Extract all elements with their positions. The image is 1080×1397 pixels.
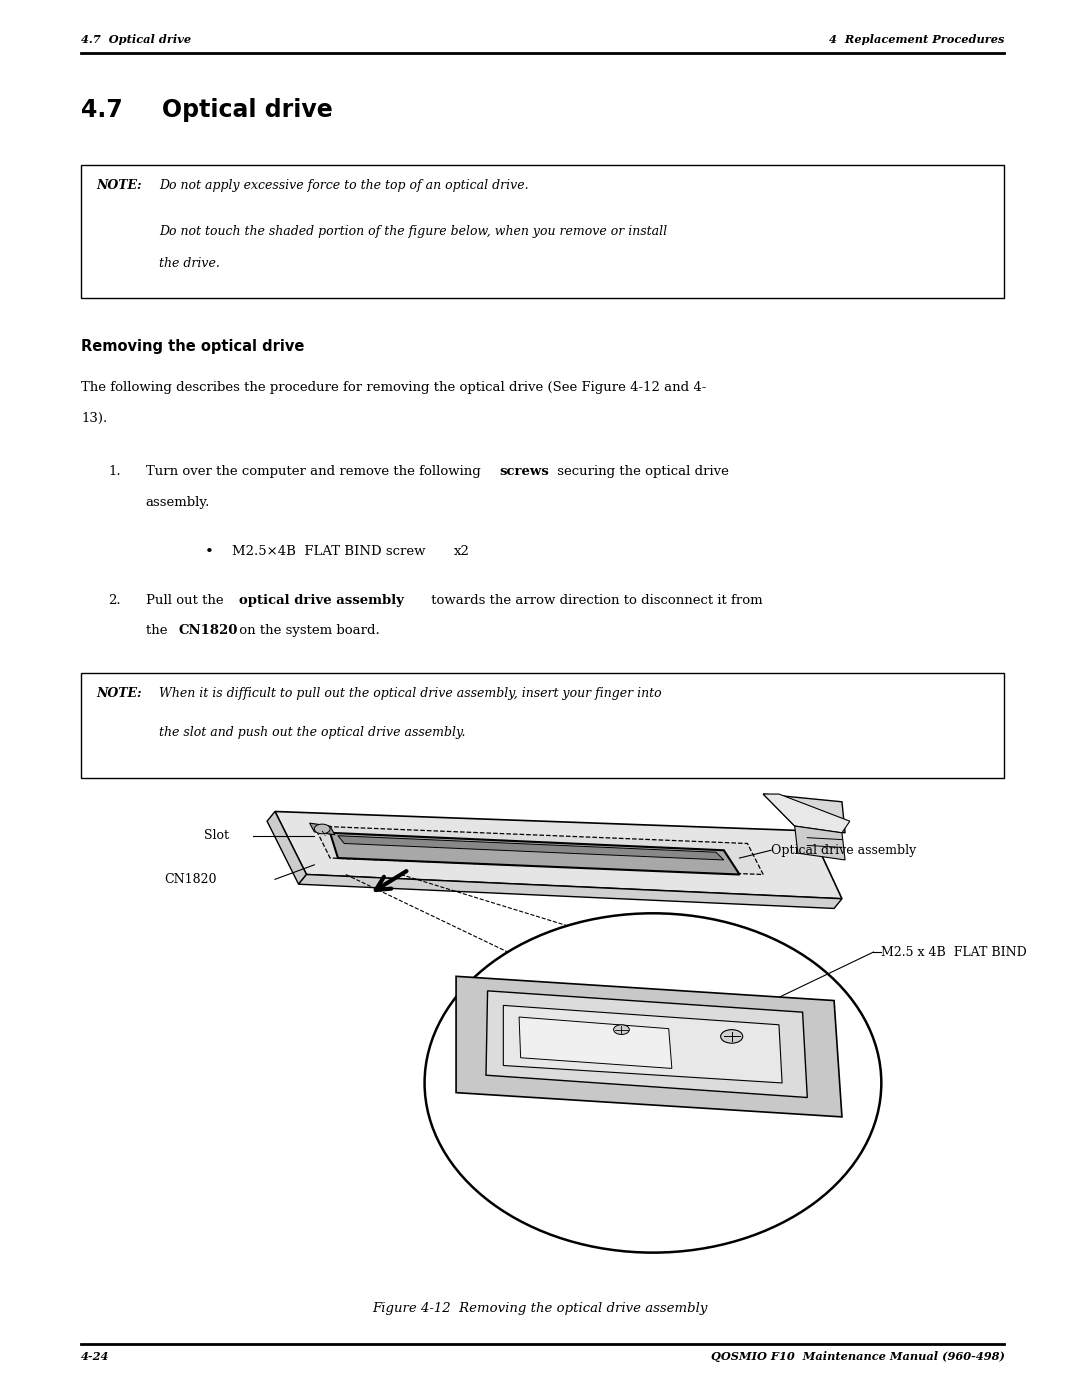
Polygon shape [298, 875, 842, 908]
Bar [81, 165, 1004, 298]
Polygon shape [330, 833, 740, 875]
Text: NOTE:: NOTE: [96, 179, 141, 191]
Text: 4  Replacement Procedures: 4 Replacement Procedures [829, 34, 1004, 45]
Bar [81, 673, 1004, 778]
Text: •: • [205, 545, 214, 559]
Polygon shape [486, 990, 808, 1098]
Text: When it is difficult to pull out the optical drive assembly, insert your finger : When it is difficult to pull out the opt… [159, 687, 661, 700]
Circle shape [720, 1030, 743, 1044]
Polygon shape [314, 826, 764, 875]
Polygon shape [519, 1017, 672, 1069]
Circle shape [613, 1025, 630, 1035]
Text: CN1820: CN1820 [165, 873, 217, 886]
Polygon shape [275, 812, 842, 898]
Text: 13).: 13). [81, 412, 107, 425]
Text: the drive.: the drive. [159, 257, 219, 270]
Text: the slot and push out the optical drive assembly.: the slot and push out the optical drive … [159, 726, 465, 739]
Text: NOTE:: NOTE: [96, 687, 141, 700]
Polygon shape [764, 793, 846, 833]
Text: M2.5×4B  FLAT BIND screw: M2.5×4B FLAT BIND screw [232, 545, 426, 557]
Text: securing the optical drive: securing the optical drive [553, 465, 729, 478]
Text: Do not touch the shaded portion of the figure below, when you remove or install: Do not touch the shaded portion of the f… [159, 225, 666, 237]
Polygon shape [267, 812, 307, 884]
Text: Optical drive: Optical drive [162, 98, 333, 122]
Text: M2.5 x 4B  FLAT BIND: M2.5 x 4B FLAT BIND [881, 946, 1027, 958]
Text: 4-24: 4-24 [81, 1351, 109, 1362]
Polygon shape [338, 835, 724, 861]
Text: Optical drive assembly: Optical drive assembly [771, 844, 916, 856]
Text: 4.7  Optical drive: 4.7 Optical drive [81, 34, 191, 45]
Text: The following describes the procedure for removing the optical drive (See Figure: The following describes the procedure fo… [81, 381, 706, 394]
Ellipse shape [424, 914, 881, 1253]
Text: CN1820: CN1820 [178, 624, 238, 637]
Text: Turn over the computer and remove the following: Turn over the computer and remove the fo… [146, 465, 485, 478]
Text: x2: x2 [454, 545, 470, 557]
Text: on the system board.: on the system board. [235, 624, 380, 637]
Text: QOSMIO F10  Maintenance Manual (960-498): QOSMIO F10 Maintenance Manual (960-498) [711, 1351, 1004, 1362]
Text: Figure 4-12  Removing the optical drive assembly: Figure 4-12 Removing the optical drive a… [373, 1302, 707, 1315]
Circle shape [314, 824, 330, 834]
Text: 4.7: 4.7 [81, 98, 123, 122]
Text: 1.: 1. [108, 465, 121, 478]
Text: screws: screws [499, 465, 549, 478]
Polygon shape [310, 823, 335, 835]
Text: optical drive assembly: optical drive assembly [239, 594, 404, 606]
Text: 2.: 2. [108, 594, 121, 606]
Text: assembly.: assembly. [146, 496, 211, 509]
Text: Pull out the: Pull out the [146, 594, 228, 606]
Text: Do not apply excessive force to the top of an optical drive.: Do not apply excessive force to the top … [159, 179, 528, 191]
Polygon shape [503, 1006, 782, 1083]
Polygon shape [456, 977, 842, 1116]
Text: Slot: Slot [204, 830, 229, 842]
Text: towards the arrow direction to disconnect it from: towards the arrow direction to disconnec… [427, 594, 762, 606]
Polygon shape [795, 826, 846, 861]
Text: the: the [146, 624, 172, 637]
Text: Removing the optical drive: Removing the optical drive [81, 339, 305, 355]
Polygon shape [764, 793, 850, 833]
